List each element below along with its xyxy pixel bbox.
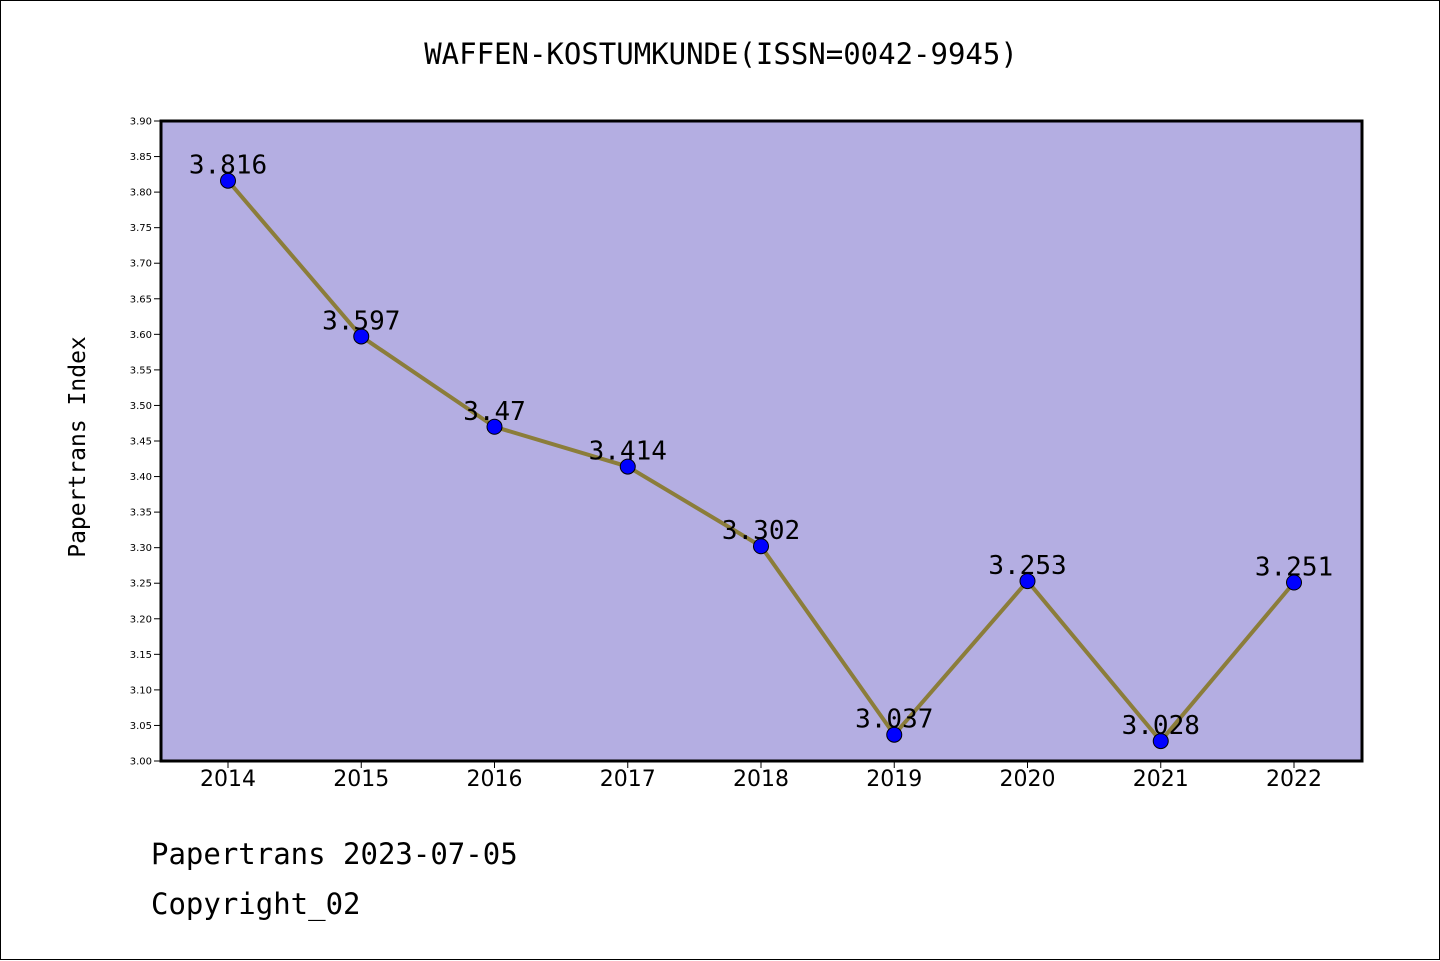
x-tick-label: 2016 (467, 767, 523, 792)
y-tick-label: 3.15 (130, 650, 152, 661)
data-point-label: 3.47 (463, 397, 526, 427)
data-markers (220, 172, 1302, 750)
y-tick-label: 3.75 (130, 223, 152, 234)
x-axis-ticks: 2014 2015 2016 2017 2018 2019 2020 2021 2022 (200, 761, 1322, 792)
data-point-marker (886, 726, 903, 743)
data-point-label: 3.302 (722, 516, 800, 546)
x-tick-label: 2014 (200, 767, 256, 792)
data-point-marker (220, 172, 236, 189)
y-tick-label: 3.05 (130, 721, 152, 732)
data-point-marker (486, 418, 503, 435)
y-axis-label: Papertrans Index (65, 336, 91, 558)
chart-title: WAFFEN-KOSTUMKUNDE(ISSN=0042-9945) (424, 37, 1018, 71)
y-tick-label: 3.85 (130, 152, 152, 163)
y-tick-label: 3.10 (130, 685, 152, 696)
y-tick-label: 3.20 (130, 614, 152, 625)
y-tick-label: 3.45 (130, 437, 152, 448)
data-point-marker (753, 538, 769, 555)
x-tick-label: 2021 (1133, 767, 1189, 792)
data-point-label: 3.028 (1122, 711, 1200, 741)
plot-area (161, 121, 1362, 761)
data-point-marker (1152, 733, 1169, 750)
data-point-label: 3.414 (589, 437, 667, 467)
y-tick-label: 3.30 (130, 543, 152, 554)
y-tick-label: 3.50 (130, 401, 152, 412)
data-point-label: 3.816 (189, 151, 267, 181)
data-point-label: 3.251 (1255, 553, 1333, 583)
y-tick-label: 3.40 (130, 472, 152, 483)
footer-copyright: Copyright_02 (151, 887, 361, 921)
plot-border (159, 119, 1364, 763)
y-tick-label: 3.60 (130, 330, 152, 341)
y-tick-label: 3.65 (130, 294, 152, 305)
y-tick-label: 3.25 (130, 579, 152, 590)
y-tick-label: 3.70 (130, 259, 152, 270)
data-point-marker (1286, 574, 1302, 591)
data-point-marker (1019, 573, 1036, 590)
x-tick-label: 2019 (866, 767, 922, 792)
data-point-label: 3.597 (322, 306, 400, 336)
x-tick-label: 2018 (733, 767, 789, 792)
footer-date: Papertrans 2023-07-05 (151, 837, 518, 871)
data-point-label: 3.037 (855, 705, 933, 735)
y-tick-label: 3.35 (130, 508, 152, 519)
x-tick-label: 2020 (1000, 767, 1056, 792)
x-tick-label: 2015 (333, 767, 389, 792)
data-point-marker (353, 328, 370, 345)
data-labels: 3.816 3.597 3.47 3.414 3.302 3.037 3.253 3.028 3… (189, 151, 1333, 741)
y-axis-ticks: 3.00 3.05 3.10 3.15 3.20 3.25 3.30 3.35 3.40 3.45… (130, 117, 161, 768)
y-tick-label: 3.90 (130, 117, 152, 128)
x-tick-label: 2017 (600, 767, 656, 792)
y-tick-label: 3.55 (130, 365, 152, 376)
y-tick-label: 3.00 (130, 757, 152, 768)
y-tick-label: 3.80 (130, 188, 152, 199)
data-point-marker (619, 458, 636, 475)
x-tick-label: 2022 (1266, 767, 1322, 792)
data-point-label: 3.253 (988, 551, 1066, 581)
